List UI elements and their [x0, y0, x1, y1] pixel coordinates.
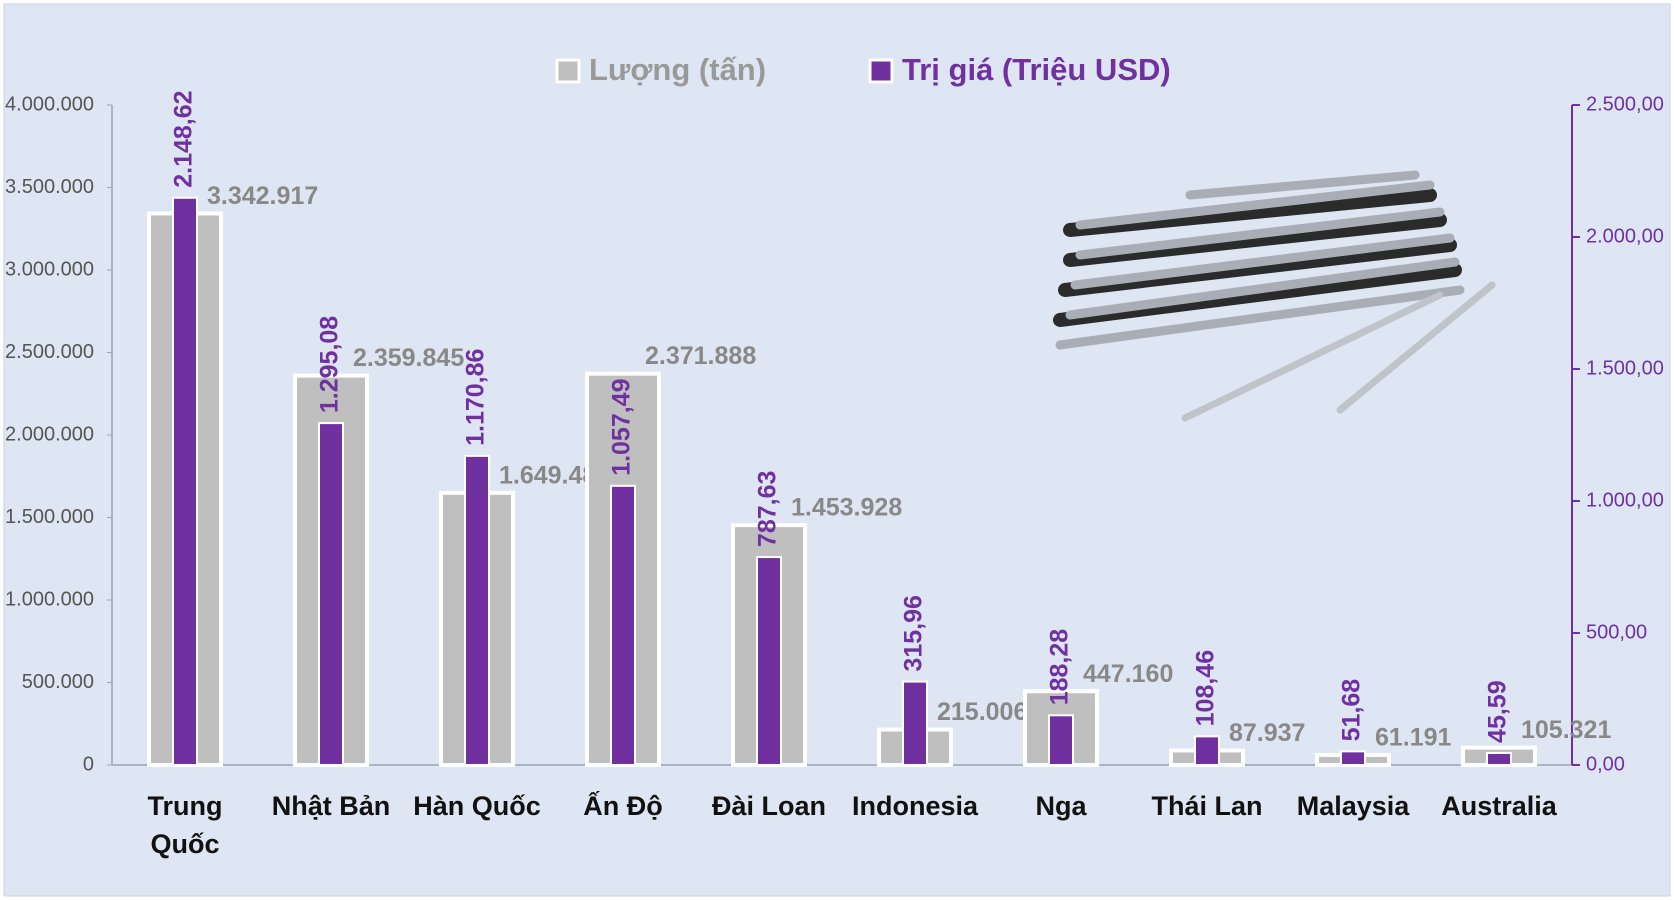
bar-value	[610, 484, 636, 766]
y-tick-label: 3.000.000	[5, 258, 94, 280]
x-tick-label: Indonesia	[851, 791, 979, 821]
y2-tick-label: 1.000,00	[1586, 489, 1664, 511]
bar-value	[318, 422, 344, 766]
bar-value	[902, 680, 928, 766]
data-label-value: 2.148,62	[170, 90, 198, 187]
bar-value	[464, 454, 490, 766]
data-label-quantity: 3.342.917	[207, 182, 318, 210]
data-label-value: 51,68	[1338, 679, 1366, 742]
x-tick-label: Trung Quốc	[147, 791, 223, 859]
data-label-quantity: 87.937	[1229, 719, 1305, 747]
bar-value	[756, 556, 782, 766]
data-label-quantity: 2.371.888	[645, 342, 756, 370]
bar-value	[1486, 751, 1512, 766]
background	[3, 3, 1671, 897]
x-tick-label: Hàn Quốc	[413, 791, 541, 821]
legend-swatch	[555, 58, 581, 84]
y-tick-label: 2.000.000	[5, 423, 94, 445]
bar-value	[1340, 750, 1366, 767]
data-label-value: 188,28	[1046, 629, 1074, 706]
y-tick-label: 1.000.000	[5, 588, 94, 610]
legend-label: Lượng (tấn)	[589, 52, 766, 87]
y-tick-label: 1.500.000	[5, 506, 94, 528]
bar-value	[1194, 735, 1220, 767]
data-label-quantity: 447.160	[1083, 660, 1173, 688]
data-label-value: 315,96	[900, 595, 928, 671]
y2-tick-label: 1.500,00	[1586, 357, 1664, 379]
y2-tick-label: 500,00	[1586, 621, 1647, 643]
data-label-quantity: 2.359.845	[353, 344, 464, 372]
data-label-value: 787,63	[754, 471, 782, 547]
data-label-value: 1.295,08	[316, 316, 344, 413]
data-label-quantity: 1.453.928	[791, 494, 902, 522]
data-label-quantity: 215.006	[937, 698, 1027, 726]
y2-tick-label: 2.000,00	[1586, 225, 1664, 247]
data-label-quantity: 61.191	[1375, 724, 1452, 752]
data-label-value: 45,59	[1484, 680, 1512, 743]
data-label-value: 108,46	[1192, 650, 1220, 726]
y2-tick-label: 2.500,00	[1586, 93, 1664, 115]
x-tick-label: Ấn Độ	[583, 791, 663, 821]
y-tick-label: 500.000	[22, 671, 94, 693]
bar-value	[172, 196, 198, 766]
x-tick-label: Đài Loan	[711, 791, 826, 821]
x-tick-label: Nhật Bản	[271, 791, 391, 821]
data-label-value: 1.057,49	[608, 378, 636, 475]
y-tick-label: 3.500.000	[5, 176, 94, 198]
y-tick-label: 4.000.000	[5, 93, 94, 115]
y2-tick-label: 0,00	[1586, 753, 1625, 775]
y-tick-label: 2.500.000	[5, 341, 94, 363]
y-tick-label: 0	[83, 753, 94, 775]
data-label-value: 1.170,86	[462, 349, 490, 446]
x-tick-label: Nga	[1035, 791, 1087, 821]
x-tick-label: Malaysia	[1296, 791, 1410, 821]
legend-label: Trị giá (Triệu USD)	[902, 52, 1171, 87]
steel-rails-picture	[1053, 170, 1496, 422]
data-label-quantity: 105.321	[1521, 716, 1611, 744]
bar-value	[1048, 714, 1074, 766]
x-tick-label: Thái Lan	[1151, 791, 1263, 821]
legend-swatch	[868, 58, 894, 84]
x-tick-label: Australia	[1441, 791, 1557, 821]
